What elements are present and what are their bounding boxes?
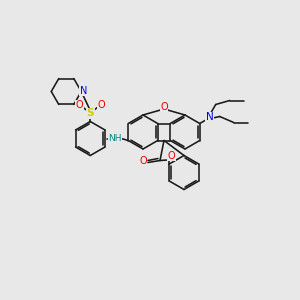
Text: O: O [139, 157, 147, 166]
Text: O: O [167, 151, 175, 161]
Text: O: O [76, 100, 83, 110]
Text: N: N [80, 85, 87, 95]
Text: O: O [160, 102, 168, 112]
Text: N: N [206, 112, 214, 122]
Text: NH: NH [109, 134, 122, 143]
Text: O: O [98, 100, 105, 110]
Text: S: S [86, 109, 94, 118]
